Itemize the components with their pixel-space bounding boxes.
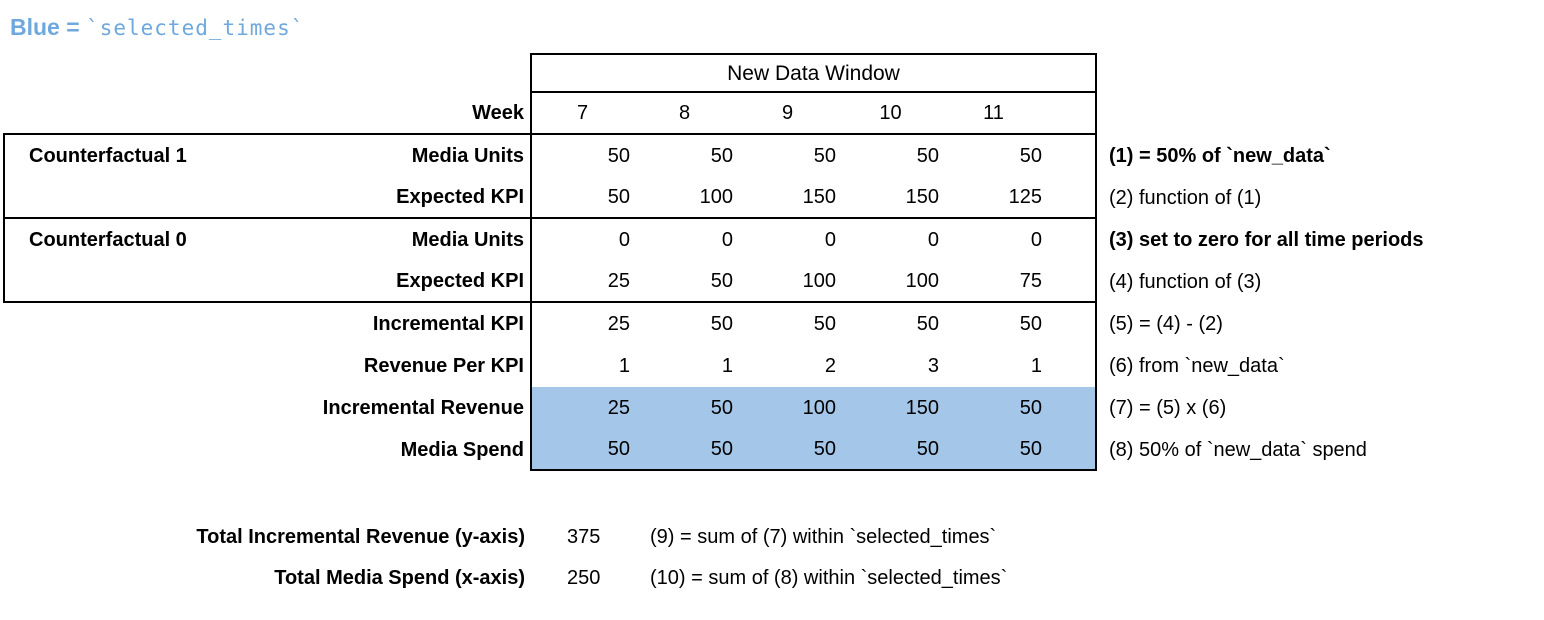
table-cell: 50 [813, 145, 836, 167]
highlighted-cell: 50 [633, 387, 736, 429]
highlighted-cell: 50 [530, 429, 633, 471]
table-cell: 25 [530, 303, 633, 345]
table-cell: 50 [633, 261, 736, 303]
annotation-10: (10) = sum of (8) within `selected_times… [650, 567, 1008, 589]
annotation-1: (1) = 50% of `new_data` [1109, 145, 1331, 167]
week-7-cell: 7 [530, 93, 633, 135]
annotation-7: (7) = (5) x (6) [1109, 397, 1227, 419]
week-row-annotation-spacer [1097, 93, 1544, 135]
highlighted-cell: 50 [839, 429, 942, 471]
table-cell: 50 [916, 145, 939, 167]
table-cell: 50 [530, 177, 633, 219]
row-label-media-spend: Media Spend [400, 439, 524, 461]
table-cell: 100 [633, 177, 736, 219]
row-spacer [1045, 345, 1097, 387]
table-cell: 50 [813, 313, 836, 335]
table-cell: 0 [721, 229, 733, 251]
row-spacer [1045, 303, 1097, 345]
week-9-cell: 9 [736, 93, 839, 135]
row-spacer [1045, 429, 1097, 471]
table-cell: 25 [530, 261, 633, 303]
table-header-new-data-window: New Data Window [530, 53, 1097, 93]
row-spacer [1045, 219, 1097, 261]
legend-note-code: `selected_times` [86, 16, 305, 40]
week-10-cell: 10 [839, 93, 942, 135]
table-cell: 75 [942, 261, 1045, 303]
total-media-spend-value: 250 [567, 567, 601, 589]
row-spacer [1045, 387, 1097, 429]
total-incremental-revenue-value: 375 [567, 526, 601, 548]
highlighted-cell: 25 [530, 387, 633, 429]
table-cell: 2 [824, 355, 836, 377]
header-right-spacer [1097, 53, 1544, 93]
annotation-6: (6) from `new_data` [1109, 355, 1285, 377]
row-spacer [1045, 177, 1097, 219]
highlighted-cell: 150 [839, 387, 942, 429]
total-media-spend-label: Total Media Spend (x-axis) [274, 567, 525, 589]
table-cell: 1 [721, 355, 733, 377]
highlighted-cell: 50 [942, 429, 1045, 471]
table-cell: 50 [1019, 313, 1042, 335]
table-cell: 1 [530, 345, 633, 387]
table-cell: 0 [530, 219, 633, 261]
legend-note-label: Blue = [10, 14, 87, 40]
row-label-incremental-revenue: Incremental Revenue [322, 397, 524, 419]
row-label-revenue-per-kpi: Revenue Per KPI [363, 355, 524, 377]
row-spacer [1045, 261, 1097, 303]
highlighted-cell: 50 [942, 387, 1045, 429]
totals-section: Total Incremental Revenue (y-axis) 375 (… [0, 517, 1007, 599]
group-label-counterfactual-1: Counterfactual 1 [29, 145, 187, 167]
highlighted-cell: 100 [736, 387, 839, 429]
row-label-cf1-expected-kpi: Expected KPI [3, 177, 530, 219]
annotation-9: (9) = sum of (7) within `selected_times` [650, 526, 997, 548]
table-cell: 0 [824, 229, 836, 251]
table-cell: 0 [1030, 229, 1042, 251]
row-label-cf0-expected-kpi: Expected KPI [3, 261, 530, 303]
table-cell: 150 [839, 177, 942, 219]
highlighted-cell: 50 [633, 429, 736, 471]
annotation-8: (8) 50% of `new_data` spend [1109, 439, 1367, 461]
row-label-cf1-media-units: Counterfactual 1 Media Units [3, 135, 530, 177]
annotation-3: (3) set to zero for all time periods [1109, 229, 1424, 251]
table-cell: 50 [530, 135, 633, 177]
header-left-spacer [3, 53, 530, 93]
row-label-cf0-media-units: Counterfactual 0 Media Units [3, 219, 530, 261]
legend-note: Blue = `selected_times` [10, 14, 304, 41]
table-cell: 50 [710, 313, 733, 335]
table-cell: 3 [927, 355, 939, 377]
calculation-table: New Data Window Week 7 8 9 10 11 Counter… [3, 53, 1544, 471]
table-cell: 0 [927, 229, 939, 251]
table-cell: 50 [710, 145, 733, 167]
group-label-counterfactual-0: Counterfactual 0 [29, 229, 187, 251]
highlighted-cell: 50 [736, 429, 839, 471]
table-cell: 50 [916, 313, 939, 335]
table-cell: 50 [1019, 145, 1042, 167]
table-cell: 150 [736, 177, 839, 219]
annotation-4: (4) function of (3) [1109, 271, 1262, 293]
week-11-cell: 11 [942, 93, 1045, 135]
week-8-cell: 8 [633, 93, 736, 135]
row-label-incremental-kpi: Incremental KPI [372, 313, 524, 335]
total-incremental-revenue-label: Total Incremental Revenue (y-axis) [196, 526, 525, 548]
week-label: Week [472, 102, 524, 124]
table-cell: 125 [942, 177, 1045, 219]
table-cell: 1 [1030, 355, 1042, 377]
week-label-cell: Week [3, 93, 530, 135]
table-cell: 100 [839, 261, 942, 303]
annotation-2: (2) function of (1) [1109, 187, 1262, 209]
table-cell: 100 [736, 261, 839, 303]
row-spacer [1045, 135, 1097, 177]
week-row-spacer [1045, 93, 1097, 135]
annotation-5: (5) = (4) - (2) [1109, 313, 1223, 335]
